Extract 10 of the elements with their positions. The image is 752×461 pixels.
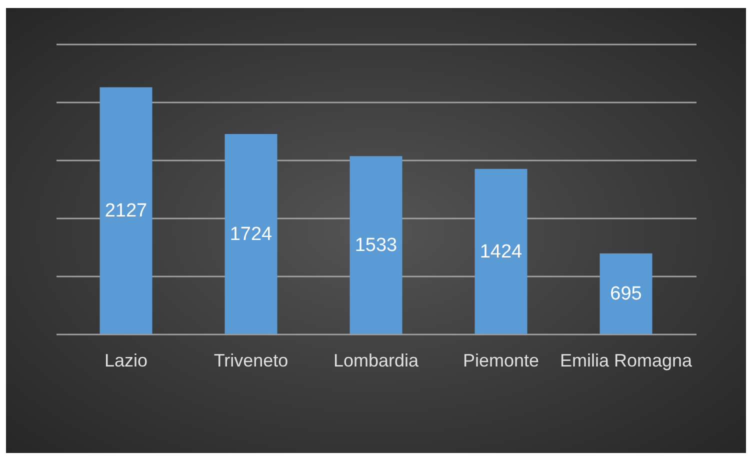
x-tick-label: Lazio <box>104 350 148 370</box>
data-label: 1724 <box>230 224 273 246</box>
x-tick-label: Emilia Romagna <box>560 350 694 370</box>
data-label: 1533 <box>354 235 398 256</box>
x-tick-label: Triveneto <box>214 350 288 370</box>
data-label: 695 <box>610 284 642 305</box>
x-tick-label: Piemonte <box>462 350 540 370</box>
x-tick-label: Lombardia <box>333 350 420 370</box>
data-label: 1424 <box>480 241 523 262</box>
data-label: 2127 <box>104 200 148 222</box>
